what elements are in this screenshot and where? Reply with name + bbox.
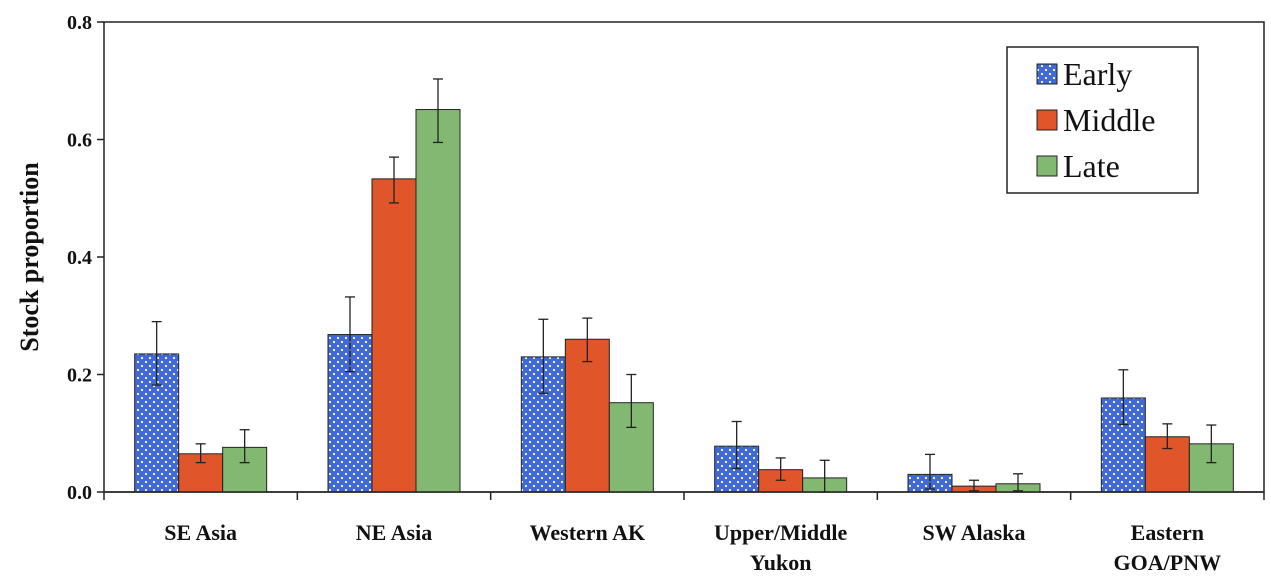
x-category-label: Western AK bbox=[530, 520, 646, 545]
y-tick-label: 0.0 bbox=[67, 482, 92, 504]
y-tick-label: 0.4 bbox=[67, 247, 92, 269]
x-axis: SE Asia NE Asia Western AK Upper/Middle Yuko… bbox=[103, 491, 1265, 575]
x-category-label: NE Asia bbox=[356, 520, 432, 545]
legend: Early Middle Late bbox=[1006, 46, 1199, 194]
x-category-label: GOA/PNW bbox=[1114, 550, 1222, 575]
x-category-label: Yukon bbox=[750, 550, 812, 575]
bar-late bbox=[415, 109, 461, 493]
y-tick-label: 0.6 bbox=[67, 130, 92, 152]
y-tick-label: 0.8 bbox=[67, 12, 92, 34]
legend-swatch-late bbox=[1036, 155, 1058, 177]
y-axis-title: Stock proportion bbox=[15, 162, 44, 352]
y-tick-label: 0.2 bbox=[67, 365, 92, 387]
legend-label-early: Early bbox=[1063, 56, 1132, 92]
bars-layer bbox=[134, 78, 1234, 493]
y-axis: 0.0 0.2 0.4 0.6 0.8 bbox=[67, 12, 104, 504]
x-category-label: Eastern bbox=[1131, 520, 1204, 545]
legend-swatch-early bbox=[1036, 63, 1058, 85]
legend-label-late: Late bbox=[1063, 148, 1120, 184]
legend-label-middle: Middle bbox=[1063, 102, 1155, 138]
x-category-label: Upper/Middle bbox=[714, 520, 847, 545]
legend-swatch-middle bbox=[1036, 109, 1058, 131]
bar-middle bbox=[371, 178, 417, 493]
x-category-label: SW Alaska bbox=[923, 520, 1026, 545]
x-category-label: SE Asia bbox=[164, 520, 237, 545]
